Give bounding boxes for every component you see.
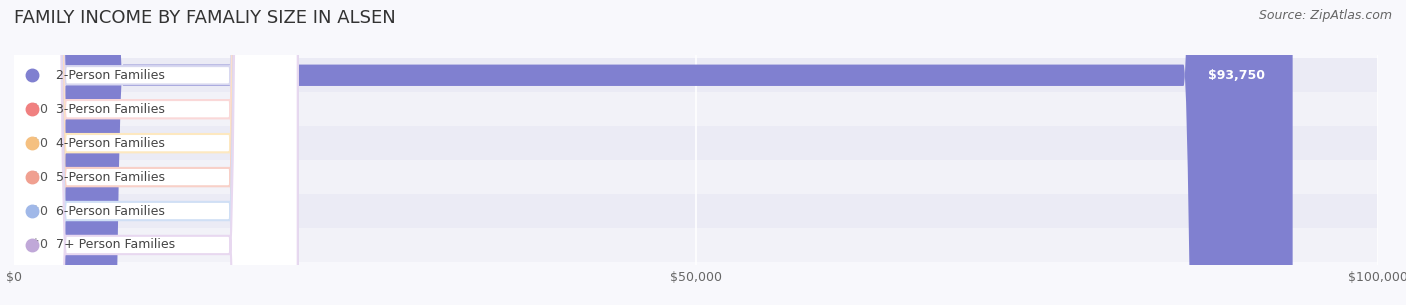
FancyBboxPatch shape — [14, 0, 21, 305]
FancyBboxPatch shape — [0, 0, 298, 305]
Text: 2-Person Families: 2-Person Families — [56, 69, 166, 82]
FancyBboxPatch shape — [14, 0, 1292, 305]
Text: $0: $0 — [32, 103, 48, 116]
Text: $0: $0 — [32, 170, 48, 184]
Text: $0: $0 — [32, 137, 48, 150]
Bar — [14, 194, 1378, 228]
Text: $0: $0 — [32, 239, 48, 252]
FancyBboxPatch shape — [14, 0, 21, 305]
FancyBboxPatch shape — [14, 0, 21, 305]
Bar — [14, 126, 1378, 160]
FancyBboxPatch shape — [0, 0, 298, 305]
Text: 4-Person Families: 4-Person Families — [56, 137, 166, 150]
Bar — [14, 228, 1378, 262]
Text: Source: ZipAtlas.com: Source: ZipAtlas.com — [1258, 9, 1392, 22]
Text: $0: $0 — [32, 205, 48, 217]
Text: 6-Person Families: 6-Person Families — [56, 205, 166, 217]
Text: $93,750: $93,750 — [1208, 69, 1265, 82]
FancyBboxPatch shape — [14, 0, 21, 305]
Text: FAMILY INCOME BY FAMALIY SIZE IN ALSEN: FAMILY INCOME BY FAMALIY SIZE IN ALSEN — [14, 9, 396, 27]
FancyBboxPatch shape — [0, 0, 298, 305]
FancyBboxPatch shape — [0, 0, 298, 305]
Bar — [14, 58, 1378, 92]
FancyBboxPatch shape — [0, 0, 298, 305]
FancyBboxPatch shape — [0, 0, 298, 305]
Text: 3-Person Families: 3-Person Families — [56, 103, 166, 116]
Text: 7+ Person Families: 7+ Person Families — [56, 239, 176, 252]
Bar — [14, 160, 1378, 194]
FancyBboxPatch shape — [14, 0, 21, 305]
Text: 5-Person Families: 5-Person Families — [56, 170, 166, 184]
Bar — [14, 92, 1378, 126]
